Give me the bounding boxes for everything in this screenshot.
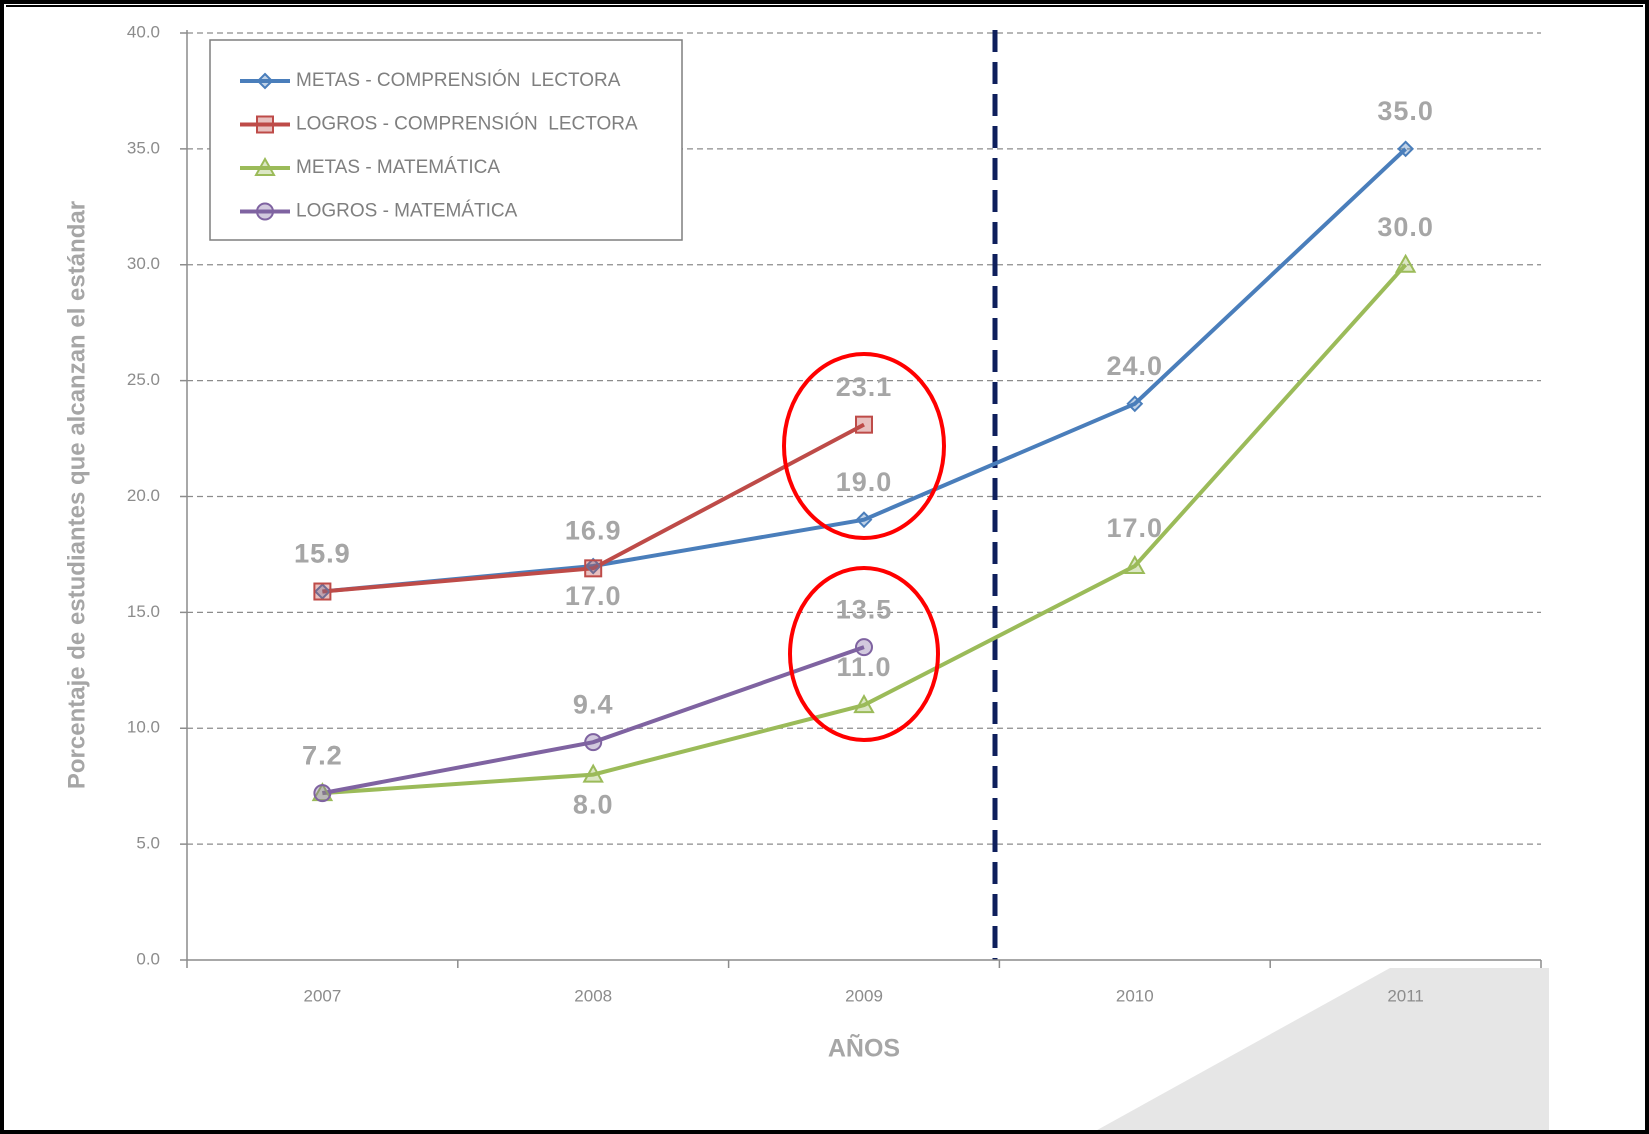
legend-label: METAS - COMPRENSIÓN LECTORA <box>296 69 621 91</box>
series-line <box>322 263 1408 796</box>
x-tick-label: 2009 <box>845 986 883 1005</box>
x-tick-label: 2011 <box>1387 986 1424 1005</box>
series-line <box>322 422 865 594</box>
legend-items: METAS - COMPRENSIÓN LECTORA LOGROS - COMP… <box>240 69 638 222</box>
data-label: 19.0 <box>836 467 893 497</box>
data-label: 23.1 <box>836 372 893 402</box>
marker <box>584 733 603 752</box>
data-label: 16.9 <box>565 515 622 545</box>
y-tick-label: 20.0 <box>127 486 160 505</box>
marker <box>254 156 276 176</box>
data-label: 9.4 <box>573 689 614 719</box>
marker <box>256 115 274 134</box>
legend-label: LOGROS - COMPRENSIÓN LECTORA <box>296 113 638 135</box>
y-tick-label: 10.0 <box>127 718 160 737</box>
marker <box>584 559 603 578</box>
data-label: 7.2 <box>302 740 343 770</box>
y-tick-label: 25.0 <box>127 370 160 389</box>
marker <box>1397 140 1415 158</box>
plot: 15.917.019.024.035.015.916.923.17.28.011… <box>294 96 1434 820</box>
marker <box>1394 253 1417 273</box>
legend-label: METAS - MATEMÁTICA <box>296 157 500 178</box>
x-tick-label: 2008 <box>574 986 612 1005</box>
highlight <box>782 352 946 540</box>
y-tick-label: 0.0 <box>136 949 160 968</box>
y-tick-label: 35.0 <box>127 138 160 157</box>
marker <box>855 638 873 657</box>
marker <box>855 511 873 529</box>
marker <box>1124 554 1146 575</box>
y-tick-label: 15.0 <box>127 602 160 621</box>
marker <box>313 582 332 601</box>
y-tick-label: 40.0 <box>127 22 160 41</box>
data-label: 17.0 <box>565 581 622 611</box>
marker <box>313 784 332 803</box>
x-tick-label: 2010 <box>1116 986 1154 1005</box>
marker <box>1126 395 1144 413</box>
data-label: 15.9 <box>294 539 351 569</box>
data-label: 11.0 <box>836 652 891 682</box>
marker <box>256 72 274 90</box>
data-label: 30.0 <box>1377 212 1434 242</box>
highlight <box>788 566 940 742</box>
data-label: 24.0 <box>1107 351 1164 381</box>
data-label: 35.0 <box>1377 96 1434 126</box>
x-axis-title: AÑOS <box>828 1033 900 1063</box>
legend-label: LOGROS - MATEMÁTICA <box>296 201 518 222</box>
marker <box>855 415 873 434</box>
grid: 0.0 5.0 10.0 15.0 20.0 25.0 30.0 35.0 40.0 2007 20… <box>127 22 1542 1005</box>
series-line <box>322 645 865 796</box>
data-label: 17.0 <box>1107 513 1164 543</box>
data-label: 7.2 <box>302 740 343 770</box>
decoration <box>1090 968 1549 1134</box>
y-tick-label: 30.0 <box>127 254 160 273</box>
data-label: 13.5 <box>836 594 893 624</box>
data-label: 15.9 <box>294 539 351 569</box>
legend <box>209 39 683 241</box>
marker <box>584 557 602 575</box>
y-tick-label: 5.0 <box>136 834 160 853</box>
x-tick-label: 2007 <box>303 986 341 1005</box>
marker <box>853 694 875 714</box>
marker <box>256 202 274 221</box>
data-label: 8.0 <box>573 790 614 820</box>
marker <box>582 763 604 783</box>
y-axis-title: Porcentaje de estudiantes que alcanzan e… <box>63 201 90 789</box>
